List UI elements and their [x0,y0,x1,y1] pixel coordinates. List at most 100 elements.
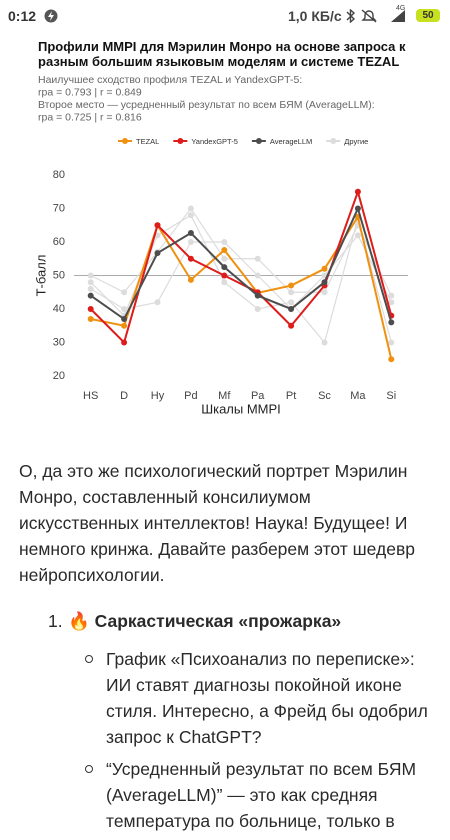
x-tick-label: HS [83,390,98,402]
point [321,265,328,272]
point [388,299,395,306]
point [187,212,194,219]
point [187,205,194,212]
chart-subtitle: rpa = 0.793 | r = 0.849 [38,86,142,98]
legend-dot [122,138,128,144]
sub-item: График «Психоанализ по переписке»: ИИ ст… [85,646,436,750]
chart: Профили MMPI для Мэрилин Монро на основе… [33,39,408,416]
legend-label: Другие [344,137,368,146]
point [154,250,161,257]
point [388,339,395,346]
point [254,255,261,262]
y-tick-label: 20 [53,370,65,382]
point [321,289,328,296]
battery: 50 [416,9,440,22]
y-tick-label: 40 [53,303,65,315]
legend-label: TEZAL [136,137,159,146]
x-tick-label: Pd [184,390,197,402]
point [187,276,194,283]
y-tick-label: 50 [53,269,65,281]
point [221,279,228,286]
point [388,319,395,326]
network: 4G [396,5,406,12]
x-tick-label: Ma [350,390,366,402]
point [87,272,94,279]
point [221,272,228,279]
point [154,222,161,229]
x-tick-label: Sc [318,390,331,402]
y-tick-label: 30 [53,336,65,348]
point [87,305,94,312]
chart-subtitle: rpa = 0.725 | r = 0.816 [38,111,142,123]
point [121,316,128,323]
point [121,339,128,346]
point [221,264,228,271]
point [288,322,295,329]
point [254,305,261,312]
point [388,292,395,299]
series-line [90,214,393,360]
list-item: 1. 🔥 Саркастическая «прожарка» [48,608,440,634]
point [121,305,128,312]
paragraph: О, да это же психологический портрет Мэр… [19,461,415,585]
article: О, да это же психологический портрет Мэр… [0,458,450,840]
point [321,279,328,286]
series-line [89,188,393,345]
x-tick-label: D [120,390,128,402]
time: 0:12 [8,8,37,24]
legend-label: YandexGPT-5 [191,137,238,146]
list-number: 1. [48,611,63,631]
point [354,232,361,239]
point [288,282,295,289]
series-line [90,205,393,323]
point [87,285,94,292]
point [354,188,361,195]
x-tick-label: Pa [251,390,265,402]
point [121,322,128,329]
icons [346,9,405,23]
sub-list: График «Психоанализ по переписке»: ИИ ст… [85,646,450,834]
x-tick-label: Hy [151,390,165,402]
point [288,289,295,296]
chart-title: Профили MMPI для Мэрилин Монро на основе… [38,39,406,69]
point [121,289,128,296]
point [254,272,261,279]
point [187,255,194,262]
series-line [90,234,392,310]
point [288,305,295,312]
x-axis-label: Шкалы MMPI [201,401,281,416]
point [221,239,228,246]
point [87,292,94,299]
y-axis-label: Т-балл [33,255,48,297]
y-tick-label: 60 [53,236,65,248]
point [254,292,261,299]
point [187,239,194,246]
point [321,339,328,346]
y-tick-label: 80 [53,169,65,181]
legend-label: AverageLLM [270,137,312,146]
y-tick-label: 70 [53,202,65,214]
legend-dot [177,138,184,144]
x-tick-label: Mf [218,390,231,402]
point [87,279,94,286]
status-bar: 0:12 1,0 КБ/с 4G 50 [0,0,450,32]
legend-dot [255,138,262,144]
icon [44,9,58,23]
chart-subtitle: Второе место — усредненный результат по … [38,99,375,111]
point [288,299,295,306]
sub-item: “Усредненный результат по всем БЯМ (Aver… [85,756,436,834]
list-title: 🔥 Саркастическая «прожарка» [68,611,342,631]
point [87,316,94,323]
point [187,229,194,236]
chart-subtitle: Наилучшее сходство профиля TEZAL и Yande… [38,74,302,86]
x-tick-label: Pt [286,390,296,402]
speed: 1,0 КБ/с [288,8,342,24]
legend-dot [330,138,337,144]
point [388,356,395,363]
point [354,205,361,212]
point [221,247,228,254]
point [154,299,161,306]
x-tick-label: Si [386,390,396,402]
point [221,255,228,262]
